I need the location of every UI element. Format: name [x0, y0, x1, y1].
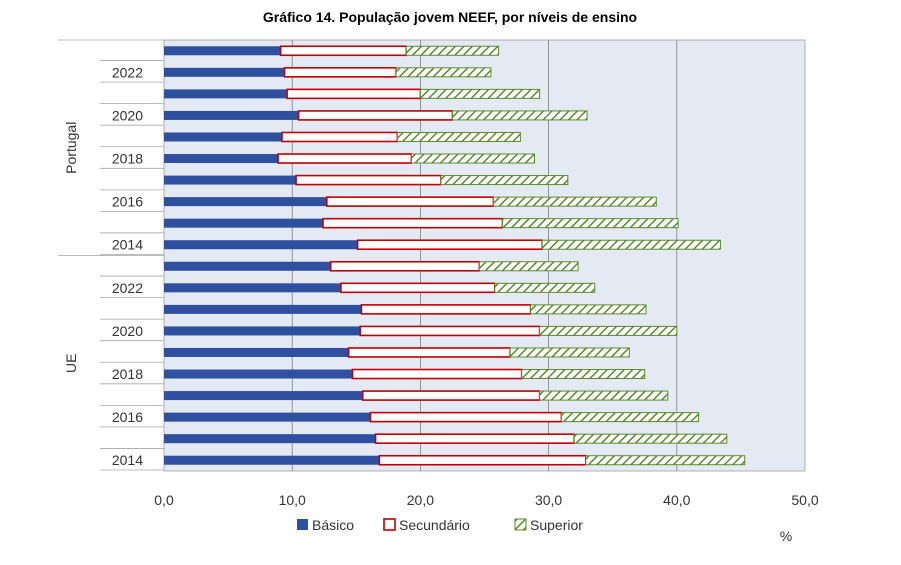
bar-secundário — [347, 347, 511, 358]
bar-básico — [164, 347, 349, 357]
legend-swatch-secundário — [383, 518, 396, 531]
group-label: Portugal — [63, 122, 79, 174]
bar-superior — [492, 196, 657, 207]
legend-label-básico: Básico — [312, 517, 354, 533]
year-label: 2014 — [112, 237, 143, 253]
year-label: 2018 — [112, 366, 143, 382]
bar-superior — [396, 131, 521, 142]
bar-básico — [164, 240, 358, 250]
bar-secundário — [322, 217, 504, 229]
bar-secundário — [295, 174, 442, 186]
legend-label-secundário: Secundário — [399, 517, 470, 533]
chart-title: Gráfico 14. População jovem NEEF, por ní… — [263, 9, 637, 25]
year-label: 2016 — [112, 194, 143, 210]
bar-superior — [541, 239, 721, 250]
year-label: 2020 — [112, 107, 143, 123]
bar-secundário — [286, 88, 422, 100]
year-label: 2016 — [112, 409, 143, 425]
bar-superior — [539, 325, 678, 336]
x-tick-label: 50,0 — [791, 492, 818, 508]
legend-swatch-básico — [297, 519, 308, 530]
bar-superior — [451, 110, 588, 121]
bar-superior — [560, 412, 700, 423]
bar-superior — [395, 67, 492, 78]
bar-superior — [501, 218, 679, 229]
bar-básico — [164, 197, 327, 207]
bar-superior — [530, 304, 647, 315]
bars — [164, 45, 746, 466]
bar-secundário — [297, 110, 454, 121]
bar-secundário — [329, 260, 481, 272]
bar-superior — [585, 455, 746, 466]
year-label: 2022 — [112, 64, 143, 80]
plot-background — [163, 39, 806, 472]
x-tick-label: 0,0 — [154, 492, 174, 508]
bar-superior — [539, 390, 669, 401]
bar-básico — [164, 283, 341, 293]
year-label: 2014 — [112, 452, 143, 468]
bar-básico — [164, 412, 371, 422]
x-tick-label: 20,0 — [407, 492, 434, 508]
bar-básico — [164, 261, 331, 271]
legend-label-superior: Superior — [530, 517, 583, 533]
x-tick-label: 10,0 — [279, 492, 306, 508]
bar-básico — [164, 218, 323, 228]
bar-secundário — [326, 196, 495, 207]
bar-superior — [521, 369, 646, 380]
bar-superior — [440, 175, 569, 186]
bar-secundário — [351, 368, 523, 380]
bar-secundário — [356, 239, 543, 251]
bar-secundário — [340, 282, 496, 294]
bar-básico — [164, 46, 281, 56]
bar-superior — [410, 153, 535, 164]
bar-secundário — [359, 325, 541, 337]
bar-secundário — [361, 390, 541, 401]
bar-superior — [509, 347, 630, 358]
bar-secundário — [360, 304, 532, 315]
bar-superior — [478, 261, 579, 272]
bar-secundário — [283, 67, 397, 78]
bar-básico — [164, 391, 363, 401]
legend-swatch-superior — [514, 518, 527, 531]
bar-superior — [494, 282, 596, 293]
year-label: 2020 — [112, 323, 143, 339]
group-label: UE — [63, 354, 79, 373]
bar-secundário — [378, 454, 587, 466]
bar-básico — [164, 110, 299, 120]
category-axis: 2022 2020 2018 2016 2014 2022 2020 2018 2016 2014… — [58, 39, 164, 471]
unit-label: % — [780, 528, 792, 544]
bar-básico — [164, 89, 288, 99]
bar-básico — [164, 132, 282, 142]
bar-superior — [419, 88, 541, 99]
x-axis-ticks: 0,0 10,0 20,0 30,0 40,0 50,0 — [154, 492, 819, 508]
bar-superior — [573, 433, 728, 444]
bar-superior — [405, 45, 500, 56]
x-tick-label: 30,0 — [535, 492, 562, 508]
bar-secundário — [374, 433, 576, 444]
bar-básico — [164, 175, 297, 185]
bar-secundário — [281, 131, 399, 143]
bar-básico — [164, 304, 362, 314]
bar-básico — [164, 455, 380, 465]
x-tick-label: 40,0 — [663, 492, 690, 508]
bar-secundário — [369, 411, 563, 423]
bar-secundário — [279, 45, 408, 57]
year-label: 2022 — [112, 280, 143, 296]
legend: Básico Secundário Superior — [297, 517, 583, 533]
bar-básico — [164, 67, 285, 77]
bar-secundário — [277, 153, 413, 164]
bar-básico — [164, 154, 279, 164]
bar-básico — [164, 326, 361, 336]
bar-básico — [164, 434, 376, 444]
bar-básico — [164, 369, 353, 379]
year-label: 2018 — [112, 151, 143, 167]
